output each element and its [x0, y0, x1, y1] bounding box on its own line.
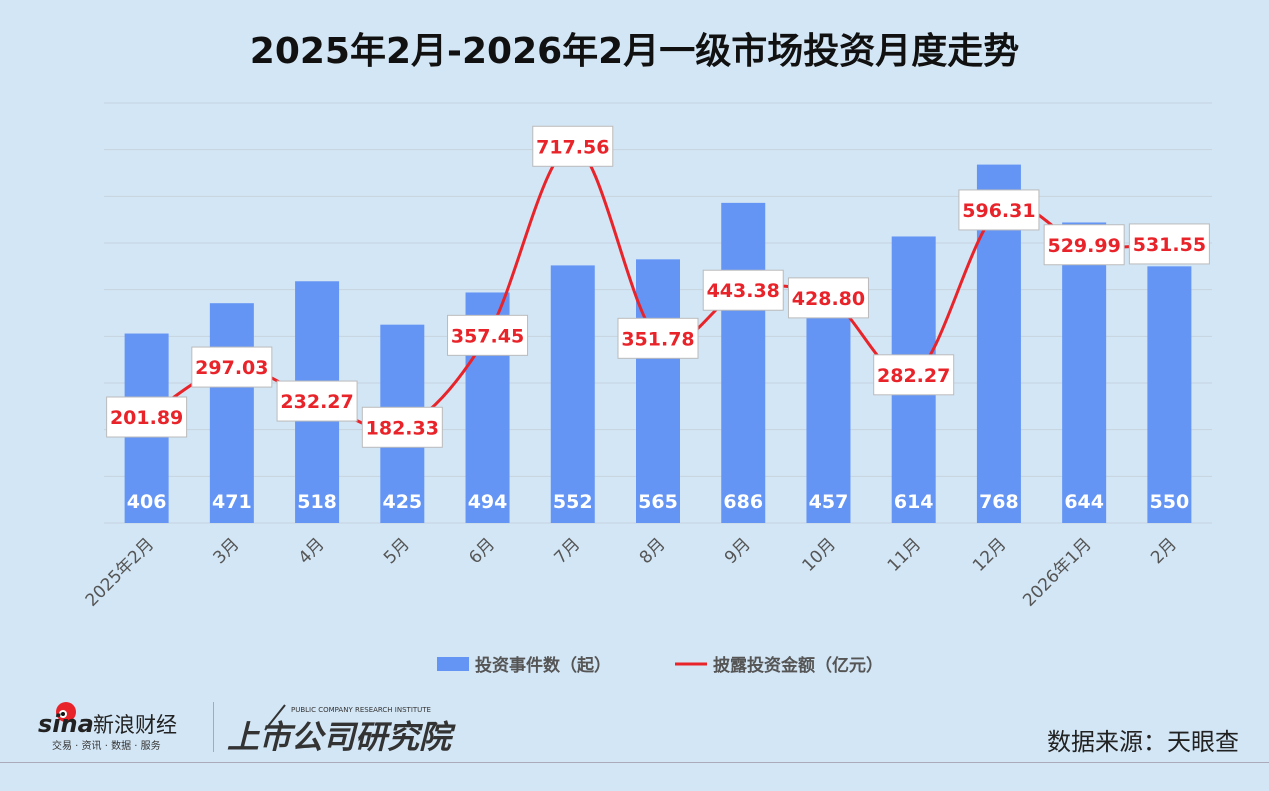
bar-label: 550 [1150, 491, 1190, 513]
svg-text:交易 · 资讯 · 数据 · 服务: 交易 · 资讯 · 数据 · 服务 [52, 739, 161, 752]
bar-label: 768 [979, 491, 1019, 513]
bar-label: 614 [894, 491, 934, 513]
line-label: 201.89 [110, 407, 183, 429]
line-label-box [702, 269, 784, 311]
line-label-box [873, 354, 955, 396]
bar-label: 406 [127, 491, 167, 513]
line-label: 428.80 [792, 288, 865, 310]
data-source: 数据来源：天眼查 [1047, 728, 1239, 756]
x-tick-label: 7月 [550, 534, 584, 568]
bar [1147, 266, 1192, 523]
line-label-box [106, 396, 188, 438]
line-label: 529.99 [1047, 235, 1120, 257]
bar [721, 202, 766, 523]
svg-text:新浪财经: 新浪财经 [93, 713, 177, 737]
line-label-box [1128, 223, 1210, 265]
bar [550, 265, 595, 523]
line-label-box [532, 125, 614, 167]
line-label-box [617, 317, 699, 359]
bar-label: 552 [553, 491, 593, 513]
x-tick-label: 4月 [295, 534, 329, 568]
legend-bar-swatch [437, 657, 469, 671]
line-label-box [1043, 224, 1125, 266]
line-label: 596.31 [962, 200, 1035, 222]
line-label: 443.38 [707, 280, 780, 302]
x-tick-label: 10月 [799, 534, 840, 575]
bar-label: 457 [809, 491, 849, 513]
x-tick-label: 11月 [884, 534, 925, 575]
sina-finance-logo: sina 新浪财经 交易 · 资讯 · 数据 · 服务 [38, 700, 208, 759]
bar-label: 644 [1064, 491, 1104, 513]
line-label: 297.03 [195, 357, 268, 379]
bar [209, 303, 254, 523]
line-label: 232.27 [280, 391, 353, 413]
x-tick-label: 2月 [1147, 534, 1181, 568]
x-tick-label: 2026年1月 [1019, 534, 1095, 610]
x-tick-label: 8月 [636, 534, 670, 568]
line-label: 351.78 [621, 328, 694, 350]
svg-text:上市公司研究院: 上市公司研究院 [227, 718, 456, 755]
logo-divider [213, 702, 214, 752]
line-label-box [361, 406, 443, 448]
legend-line-label: 披露投资金额（亿元） [713, 655, 883, 676]
chart: 406 471 518 425 494 552 565 686 457 614 768 644 550 2… [82, 102, 1212, 676]
x-tick-label: 5月 [380, 534, 414, 568]
line-label-box [958, 189, 1040, 231]
institute-logo: PUBLIC COMPANY RESEARCH INSTITUTE 上市公司研究… [225, 700, 465, 759]
chart-title: 2025年2月-2026年2月一级市场投资月度走势 [249, 31, 1020, 72]
x-tick-label: 6月 [465, 534, 499, 568]
line-label: 282.27 [877, 365, 950, 387]
bar-label: 494 [468, 491, 508, 513]
svg-text:PUBLIC COMPANY RESEARCH INSTIT: PUBLIC COMPANY RESEARCH INSTITUTE [291, 706, 431, 714]
legend-bar-label: 投资事件数（起） [475, 655, 611, 676]
bar [806, 309, 851, 523]
bar-label: 425 [382, 491, 422, 513]
bar [1062, 222, 1107, 523]
x-tick-label: 12月 [969, 534, 1010, 575]
bar-label: 686 [723, 491, 763, 513]
x-tick-label: 9月 [721, 534, 755, 568]
line-label-box [191, 346, 273, 388]
bar-label: 518 [297, 491, 337, 513]
line-label: 717.56 [536, 136, 609, 158]
x-tick-label: 3月 [210, 534, 244, 568]
line-label: 357.45 [451, 325, 524, 347]
bar-label: 565 [638, 491, 678, 513]
footer-divider [0, 762, 1269, 763]
line-label-box [787, 277, 869, 319]
svg-text:sina: sina [38, 710, 94, 738]
bar-label: 471 [212, 491, 252, 513]
line-label-box [447, 314, 529, 356]
line-label: 531.55 [1133, 234, 1206, 256]
line-label-box [276, 380, 358, 422]
bar [636, 259, 680, 523]
x-tick-label: 2025年2月 [82, 534, 158, 610]
line-label: 182.33 [366, 417, 439, 439]
